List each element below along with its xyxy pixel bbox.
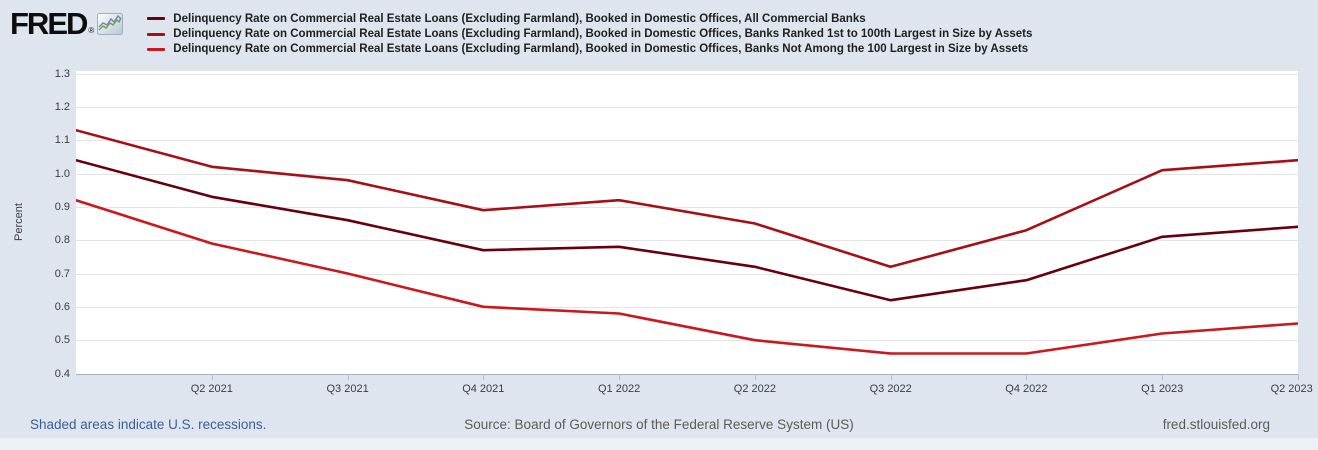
x-tick-mark xyxy=(890,374,892,380)
x-tick-label: Q2 2023 xyxy=(1270,383,1313,395)
x-tick-mark xyxy=(619,374,621,380)
x-axis-line xyxy=(76,374,1298,375)
fred-logo-text: FRED xyxy=(10,6,88,41)
x-tick-mark xyxy=(211,374,213,380)
y-tick-label: 0.7 xyxy=(54,267,70,280)
x-axis: Q2 2021 Q3 2021 Q4 2021 Q1 2022 Q2 2022 Q3 20… xyxy=(76,374,1313,400)
series-line-2 xyxy=(76,128,1298,269)
y-tick-label: 1.2 xyxy=(54,100,70,113)
x-tick-label: Q1 2023 xyxy=(1141,383,1184,395)
fred-logo-chart-icon xyxy=(97,13,124,40)
fred-site-link[interactable]: fred.stlouisfed.org xyxy=(1162,417,1270,432)
x-tick-mark xyxy=(754,374,756,380)
x-tick-mark xyxy=(1162,374,1164,380)
chart-footer: Shaded areas indicate U.S. recessions. S… xyxy=(0,414,1318,436)
source-text: Source: Board of Governors of the Federa… xyxy=(464,417,854,432)
legend-series-label: Delinquency Rate on Commercial Real Esta… xyxy=(173,12,866,25)
legend-series-label: Delinquency Rate on Commercial Real Esta… xyxy=(173,43,1029,56)
x-tick-label: Q2 2021 xyxy=(190,383,233,395)
fred-logo[interactable]: FRED ® xyxy=(10,6,124,41)
x-tick-label: Q3 2021 xyxy=(326,383,369,395)
x-tick-label: Q2 2022 xyxy=(733,383,776,395)
series-line-1 xyxy=(76,158,1298,302)
gridline xyxy=(76,174,1298,175)
recession-note-link[interactable]: Shaded areas indicate U.S. recessions. xyxy=(30,417,267,432)
chart-legend: Delinquency Rate on Commercial Real Esta… xyxy=(147,11,1032,57)
x-tick-label: Q1 2022 xyxy=(597,383,641,395)
x-tick-mark xyxy=(483,374,485,380)
gridline xyxy=(76,74,1298,75)
y-tick-label: 0.9 xyxy=(54,200,70,213)
registered-trademark: ® xyxy=(88,26,95,35)
gridline xyxy=(76,340,1298,341)
x-tick-mark xyxy=(1026,374,1028,380)
legend-line-swatch xyxy=(147,17,166,21)
y-axis: 1.3 1.2 1.1 1.0 0.9 0.8 0.7 0.6 0.5 0.4 xyxy=(0,67,70,380)
legend-item-3: Delinquency Rate on Commercial Real Esta… xyxy=(147,42,1032,57)
legend-item-2: Delinquency Rate on Commercial Real Esta… xyxy=(147,26,1032,41)
y-tick-label: 0.4 xyxy=(54,367,70,380)
legend-series-label: Delinquency Rate on Commercial Real Esta… xyxy=(173,28,1033,41)
x-tick-mark xyxy=(1298,374,1299,380)
y-tick-label: 0.6 xyxy=(54,300,70,313)
gridline xyxy=(76,274,1298,275)
gridline xyxy=(76,107,1298,108)
y-tick-label: 1.0 xyxy=(54,167,70,180)
gridline xyxy=(76,207,1298,208)
legend-item-1: Delinquency Rate on Commercial Real Esta… xyxy=(147,11,1032,26)
x-tick-label: Q3 2022 xyxy=(869,383,912,395)
y-tick-label: 0.8 xyxy=(54,234,70,247)
x-tick-label: Q4 2022 xyxy=(1005,383,1048,395)
chart-header: FRED ® Delinquency Rate on Commercial Re… xyxy=(10,6,1032,57)
legend-line-swatch xyxy=(147,47,166,51)
y-axis-title: Percent xyxy=(13,203,25,241)
series-line-3 xyxy=(76,198,1298,355)
y-tick-label: 1.1 xyxy=(54,134,70,147)
y-tick-label: 1.3 xyxy=(54,67,70,80)
plot-area xyxy=(76,71,1298,375)
bottom-strip xyxy=(0,438,1318,450)
y-tick-label: 0.5 xyxy=(54,334,70,347)
gridline xyxy=(76,240,1298,241)
legend-line-swatch xyxy=(147,32,166,36)
x-tick-mark xyxy=(347,374,349,380)
x-tick-label: Q4 2021 xyxy=(462,383,505,395)
gridline xyxy=(76,140,1298,141)
gridline xyxy=(76,307,1298,308)
